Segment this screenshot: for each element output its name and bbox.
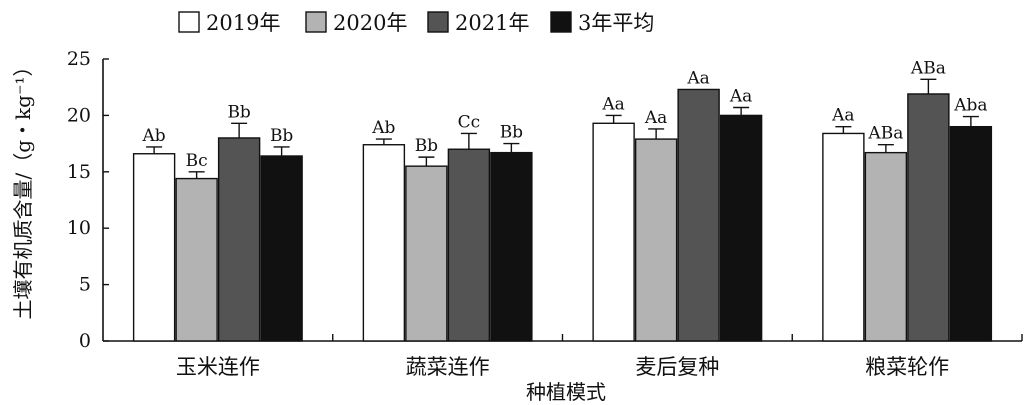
bar [217,137,261,342]
legend-label: 2020年 [333,11,407,35]
significance-label: Bb [415,136,438,156]
bar [592,122,635,342]
bar [949,125,993,342]
significance-label: Bb [500,123,523,143]
bar [719,114,763,342]
significance-label: Bc [186,151,208,171]
legend-label: 2021年 [455,11,529,35]
significance-label: Cc [458,112,481,132]
legend-swatch [550,11,572,33]
significance-label: Aa [601,94,624,114]
x-axis-title: 种植模式 [526,380,606,404]
significance-label: Bb [270,126,293,146]
significance-label: Aa [644,108,667,128]
y-tick-label: 20 [67,104,91,126]
significance-label: Ab [371,118,395,138]
y-axis-title: 土壤有机质含量/（g・kg⁻¹） [11,56,35,319]
x-category-label: 蔬菜连作 [406,355,490,379]
significance-label: ABa [867,124,903,144]
bar [634,138,678,342]
bar [132,153,176,342]
significance-label: Aa [831,106,854,126]
x-category-label: 粮菜轮作 [865,355,949,379]
significance-label: Aa [729,87,752,107]
axes: 0 5 10 15 20 25 玉米连作 蔬菜连作 麦后复种 粮菜轮作 [67,48,1023,379]
bar [362,144,406,342]
bar [175,177,218,342]
significance-label: Aba [953,96,987,116]
legend-label: 3年平均 [578,11,654,35]
y-tick-label: 15 [67,161,91,183]
x-category-label: 麦后复种 [635,355,719,379]
y-tick-label: 5 [79,274,91,296]
y-tick-label: 10 [67,217,91,239]
significance-label: ABa [910,58,946,78]
legend-swatch [427,11,449,33]
bar [677,88,720,342]
bar [864,151,908,342]
significance-label: Ab [142,126,166,146]
significance-label: Bb [227,102,250,122]
bar [447,148,491,342]
significance-label: Aa [686,68,709,88]
y-tick-label: 0 [79,330,91,352]
y-tick-label: 25 [67,48,91,70]
legend: 2019年 2020年 2021年 3年平均 [178,11,654,35]
legend-label: 2019年 [206,11,280,35]
bar [490,151,533,342]
bar [822,132,865,342]
legend-swatch [305,11,327,33]
bar [260,155,303,342]
bar [405,165,448,342]
x-category-label: 玉米连作 [176,355,260,379]
legend-swatch [178,11,200,33]
bars: Ab Bc Bb Bb Ab Bb Cc Bb Aa Aa Aa Aa Aa ABa ABa Aba [132,58,993,342]
bar [907,93,950,342]
y-axis-title-text: 土壤有机质含量/（g・kg⁻¹） [11,56,35,319]
